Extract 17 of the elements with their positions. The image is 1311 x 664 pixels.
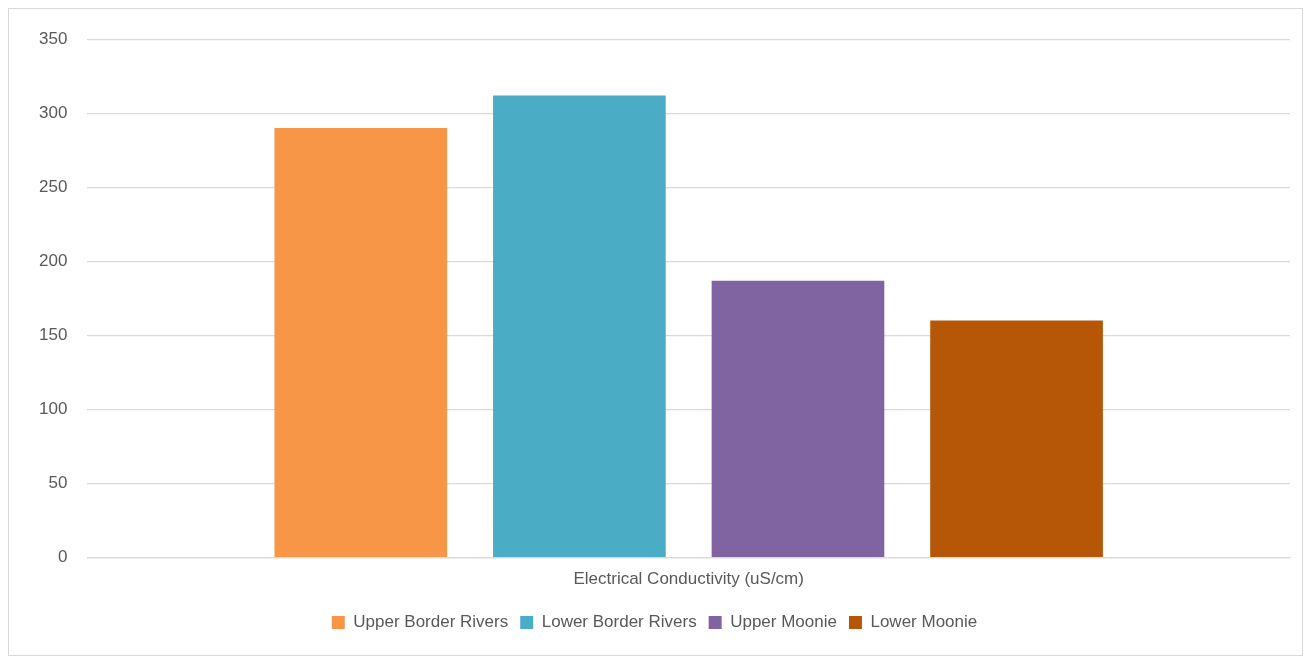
y-tick-label: 250 — [38, 177, 68, 196]
legend-label: Lower Border Rivers — [541, 612, 697, 632]
bar — [711, 280, 885, 557]
bar — [930, 320, 1103, 557]
y-tick-label: 150 — [38, 325, 68, 345]
y-tick-label: 50 — [48, 473, 68, 493]
x-tick-label: Electrical Conductivity (uS/cm) — [573, 569, 804, 589]
legend-label: Lower Moonie — [870, 612, 978, 632]
legend-label: Upper Moonie — [730, 612, 837, 632]
y-tick-label: 350 — [38, 28, 68, 48]
bar — [493, 95, 666, 557]
y-tick-label: 100 — [38, 399, 68, 419]
y-tick-label: 0 — [57, 547, 68, 567]
bar — [274, 128, 448, 557]
y-tick-label: 300 — [38, 102, 68, 122]
y-tick-label: 200 — [38, 251, 68, 271]
legend-label: Upper Border Rivers — [353, 612, 509, 632]
